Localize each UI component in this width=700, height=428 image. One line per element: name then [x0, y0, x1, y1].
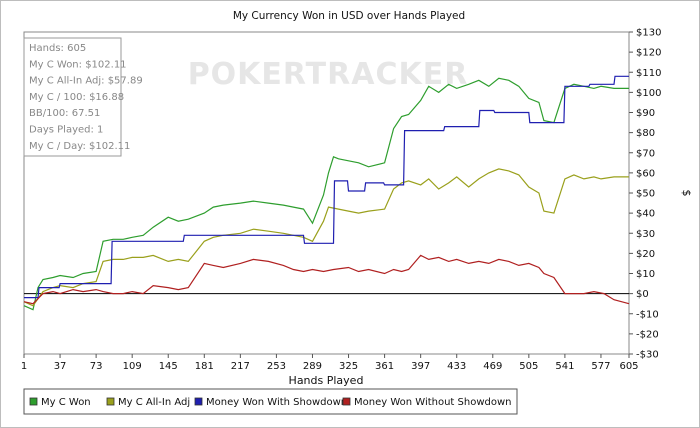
legend: My C Won My C All-In Adj Money Won With Sh… — [23, 388, 518, 415]
series-line-4 — [23, 254, 630, 305]
y-tick-label: $130 — [636, 28, 661, 39]
x-tick-label: 325 — [339, 361, 358, 372]
y-tick-label: $40 — [636, 209, 655, 220]
y-tick-label: $10 — [636, 269, 655, 280]
legend-swatch — [194, 397, 203, 406]
y-tick-label: $90 — [636, 108, 655, 119]
legend-swatch — [106, 397, 115, 406]
y-tick-label: $120 — [636, 48, 661, 59]
y-tick-label: $50 — [636, 189, 655, 200]
legend-swatch — [29, 397, 38, 406]
x-tick-label: 541 — [555, 361, 574, 372]
y-tick-label: -$30 — [636, 350, 659, 361]
y-tick-label: $110 — [636, 68, 661, 79]
y-tick-label: $20 — [636, 249, 655, 260]
x-tick-label: 73 — [90, 361, 103, 372]
legend-swatch — [342, 397, 351, 406]
stats-line: Hands: 605 — [29, 43, 86, 54]
x-tick-label: 289 — [303, 361, 322, 372]
x-tick-label: 181 — [195, 361, 214, 372]
series-line-3 — [24, 75, 629, 299]
stats-line: My C Won: $102.11 — [29, 59, 127, 70]
y-tick-label: $30 — [636, 229, 655, 240]
y-tick-label: $60 — [636, 168, 655, 179]
stats-line: Days Played: 1 — [29, 125, 103, 136]
legend-label: My C All-In Adj — [118, 397, 190, 408]
stats-line: My C All-In Adj: $57.89 — [29, 76, 143, 87]
x-tick-label: 577 — [591, 361, 610, 372]
y-tick-label: $100 — [636, 88, 661, 99]
y-tick-label: -$10 — [636, 309, 659, 320]
legend-label: Money Won With Showdown — [206, 397, 347, 408]
stats-line: My C / 100: $16.88 — [29, 92, 124, 103]
x-tick-label: 505 — [519, 361, 538, 372]
series-line-1 — [23, 77, 629, 311]
x-tick-label: 433 — [447, 361, 466, 372]
legend-label: My C Won — [41, 397, 91, 408]
x-tick-label: 253 — [267, 361, 286, 372]
stats-box: Hands: 605 My C Won: $102.11 My C All-In A… — [23, 37, 143, 157]
x-tick-label: 397 — [411, 361, 430, 372]
watermark: POKERTRACKER — [188, 57, 469, 92]
x-tick-label: 37 — [54, 361, 67, 372]
y-tick-label: $0 — [636, 289, 649, 300]
y-tick-label: -$20 — [636, 329, 659, 340]
x-tick-label: 605 — [619, 361, 638, 372]
legend-label: Money Won Without Showdown — [354, 397, 512, 408]
x-tick-label: 1 — [21, 361, 27, 372]
y-tick-label: $70 — [636, 148, 655, 159]
x-axis-label: Hands Played — [289, 374, 364, 387]
stats-line: BB/100: 67.51 — [29, 108, 100, 119]
x-tick-label: 469 — [483, 361, 502, 372]
x-tick-label: 361 — [375, 361, 394, 372]
stats-line: My C / Day: $102.11 — [29, 141, 130, 152]
y-tick-label: $80 — [636, 128, 655, 139]
x-tick-label: 145 — [159, 361, 178, 372]
series-line-2 — [23, 168, 629, 307]
x-tick-label: 109 — [123, 361, 142, 372]
x-tick-label: 217 — [231, 361, 250, 372]
chart-title: My Currency Won in USD over Hands Played — [233, 10, 465, 22]
y-axis-label: $ — [680, 190, 693, 197]
